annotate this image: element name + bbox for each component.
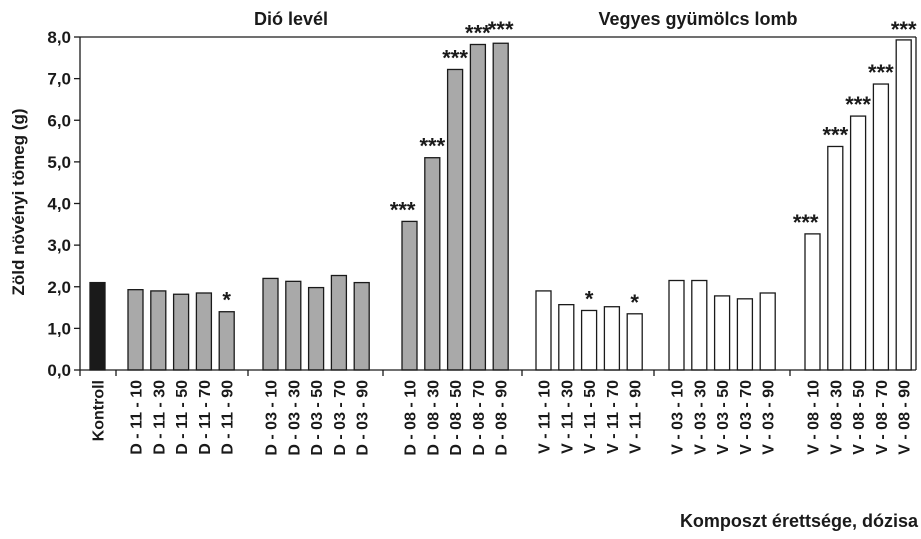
x-tick-label-19: V - 11 - 50 [582,380,599,454]
x-tick-label-2: D - 11 - 10 [129,380,146,455]
bar-10 [330,274,348,371]
x-tick-label-21: V - 11 - 90 [628,380,645,454]
x-tick-label-18: V - 11 - 30 [559,380,576,454]
bar-18 [558,303,575,371]
bar-9 [307,286,325,371]
x-tick-label-1: Kontroll [91,380,108,441]
group-label-vegyes: Vegyes gyümölcs lomb [598,9,797,29]
x-tick-label-16: D - 08 - 90 [494,380,511,456]
x-tick-label-14: D - 08 - 50 [448,380,465,456]
significance-mark-16: *** [488,17,514,42]
bar-19 [580,309,598,371]
bar-13 [424,157,441,371]
bar-26 [759,292,776,371]
x-tick-label-23: V - 03 - 30 [692,380,709,455]
x-axis-label: Komposzt érettsége, dózisa [680,511,919,531]
significance-mark-31: *** [891,17,917,42]
bar-12 [401,220,418,371]
significance-mark-12: *** [390,197,416,222]
bar-8 [285,280,302,371]
y-tick-label-7: 7,0 [47,70,71,89]
x-tick-label-9: D - 03 - 50 [309,380,326,456]
x-tick-label-31: V - 08 - 90 [897,380,914,455]
bar-21 [626,313,643,371]
significance-layer: ***************** **************** [222,17,917,315]
bar-15 [469,43,487,371]
bar-31 [895,39,912,371]
bar-5 [195,292,213,371]
bar-23 [691,279,708,371]
y-tick-label-0: 0,0 [47,361,71,380]
y-tick-label-4: 4,0 [47,195,71,214]
group-label-dio: Dió levél [254,9,328,29]
significance-mark-28: *** [822,122,848,147]
bar-28 [827,145,844,371]
bar-24 [713,295,731,371]
significance-mark-21: * [630,290,639,315]
x-tick-label-10: D - 03 - 70 [332,380,349,456]
x-tick-label-30: V - 08 - 70 [874,380,891,455]
x-tick-label-6: D - 11 - 90 [220,380,237,455]
bar-6 [218,311,235,371]
bar-2 [127,289,144,371]
x-tick-label-27: V - 08 - 10 [806,380,823,455]
x-tick-label-25: V - 03 - 70 [738,380,755,455]
significance-mark-19: * [585,286,594,311]
significance-mark-15: *** [465,20,491,45]
x-tick-label-20: V - 11 - 70 [605,380,622,454]
x-tick-label-5: D - 11 - 70 [197,380,214,455]
bar-16 [492,42,509,371]
bar-11 [353,281,370,371]
significance-mark-14: *** [442,45,468,70]
significance-mark-27: *** [793,210,819,235]
bar-7 [262,277,279,371]
x-tick-label-29: V - 08 - 50 [851,380,868,455]
x-tick-label-26: V - 03 - 90 [761,380,778,455]
x-tick-label-3: D - 11 - 30 [151,380,168,455]
bars-layer [89,39,912,371]
x-tick-labels-layer: Kontroll D - 11 - 10 D - 11 - 30 D - 11 - 5… [91,380,914,456]
bar-3 [150,290,167,371]
bar-1 [89,281,106,371]
significance-mark-6: * [222,288,231,313]
x-tick-label-28: V - 08 - 30 [828,380,845,455]
y-tick-label-3: 3,0 [47,236,71,255]
bar-14 [446,68,464,371]
x-tick-label-15: D - 08 - 70 [471,380,488,456]
y-axis-label: Zöld növényi tömeg (g) [9,109,28,296]
x-tick-label-17: V - 11 - 10 [537,380,554,454]
x-tick-label-7: D - 03 - 10 [264,380,281,456]
bar-25 [736,298,754,371]
y-tick-label-2: 2,0 [47,278,71,297]
x-tick-label-24: V - 03 - 50 [715,380,732,455]
y-tick-label-1: 1,0 [47,319,71,338]
x-tick-label-22: V - 03 - 10 [670,380,687,455]
bar-17 [535,290,552,371]
bar-29 [849,115,867,371]
x-tick-label-12: D - 08 - 10 [403,380,420,456]
y-tick-label-5: 5,0 [47,153,71,172]
y-tick-label-6: 6,0 [47,111,71,130]
bar-20 [603,306,621,371]
x-tick-label-8: D - 03 - 30 [286,380,303,456]
significance-mark-29: *** [845,92,871,117]
y-ticks-layer: 0,0 1,0 2,0 3,0 4,0 5,0 6,0 7,0 8,0 [47,28,791,380]
x-tick-label-11: D - 03 - 90 [355,380,372,456]
y-tick-label-8: 8,0 [47,28,71,47]
bar-27 [804,233,821,371]
bar-22 [668,279,685,371]
significance-mark-30: *** [868,60,894,85]
x-tick-label-13: D - 08 - 30 [425,380,442,456]
x-tick-label-4: D - 11 - 50 [174,380,191,455]
significance-mark-13: *** [419,134,445,159]
bar-30 [872,83,890,371]
bar-4 [172,293,190,371]
